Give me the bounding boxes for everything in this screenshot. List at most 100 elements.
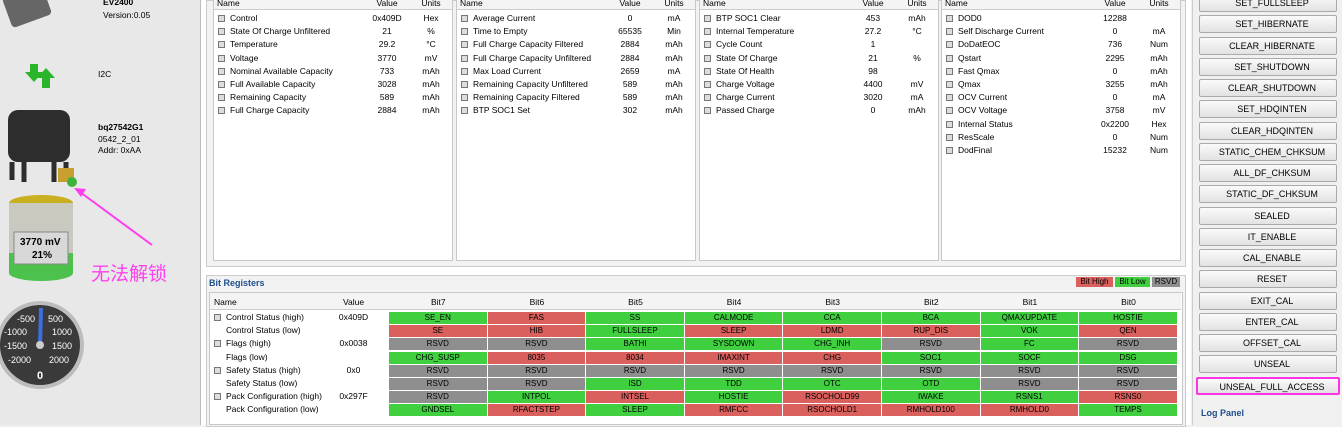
command-button[interactable]: UNSEAL_FULL_ACCESS: [1196, 376, 1340, 395]
command-button[interactable]: SET_SHUTDOWN: [1199, 57, 1337, 76]
bit-cell: CHG: [783, 351, 881, 364]
command-button[interactable]: CLEAR_HDQINTEN: [1199, 121, 1337, 140]
command-button[interactable]: CAL_ENABLE: [1199, 249, 1337, 267]
register-value: 0: [627, 13, 633, 23]
command-button[interactable]: SET_HDQINTEN: [1199, 100, 1337, 119]
register-name: OCV Voltage: [958, 105, 1008, 116]
command-button[interactable]: IT_ENABLE: [1199, 227, 1337, 246]
command-button[interactable]: OFFSET_CAL: [1199, 334, 1337, 352]
command-button[interactable]: STATIC_DF_CHKSUM: [1199, 185, 1337, 204]
bit-cell: SYSDOWN: [684, 338, 783, 351]
register-value: 0: [1112, 131, 1118, 142]
row-icon: [946, 28, 953, 36]
arrow-head: [74, 188, 86, 197]
register-name: BTP SOC1 Set: [473, 105, 531, 116]
register-value: 589: [622, 79, 638, 89]
column-header: Name: [945, 0, 968, 8]
column-header: Value: [619, 0, 641, 8]
bit-cell: 8034: [586, 351, 684, 364]
register-value: %: [913, 52, 921, 63]
bit-cell: RSVD: [389, 391, 487, 404]
column-header: Units: [664, 0, 684, 8]
sidebar-label: 3770 mV: [20, 237, 61, 248]
register-name: Charge Voltage: [716, 79, 775, 89]
command-button[interactable]: SET_HIBERNATE: [1199, 15, 1337, 34]
bit-cell: FC: [980, 338, 1079, 351]
register-value: 0x0: [346, 364, 361, 375]
bit-cell: RSVD: [1079, 338, 1177, 351]
register-value: mA: [1152, 26, 1166, 37]
bit-cell: IWAKE: [882, 391, 980, 404]
register-value: 0: [1112, 92, 1118, 103]
bit-cell: QMAXUPDATE: [980, 312, 1079, 324]
bit-cell: IMAXINT: [684, 351, 783, 364]
register-value: Num: [1150, 145, 1168, 155]
bit-cell: RSVD: [1079, 378, 1177, 390]
sidebar-label: EV2400: [103, 0, 134, 7]
gauge-label: 0: [37, 370, 44, 382]
column-header: Bit3: [825, 297, 841, 307]
register-value: %: [427, 26, 435, 37]
bit-cell: CHG_INH: [783, 338, 881, 351]
command-button[interactable]: RESET: [1199, 270, 1337, 289]
register-value: mA: [910, 92, 924, 103]
register-name: Flags (low): [226, 351, 268, 362]
bit-cell: RSVD: [389, 378, 487, 390]
register-table: [941, 0, 1181, 261]
command-button[interactable]: SET_FULLSLEEP: [1199, 0, 1337, 12]
sidebar-label: bq27542G1: [98, 122, 144, 132]
bit-cell: ISD: [586, 378, 684, 390]
register-value: 3255: [1105, 79, 1125, 89]
row-icon: [461, 94, 468, 102]
register-value: °C: [426, 39, 436, 50]
sidebar-label: 无法解锁: [91, 264, 168, 285]
gauge-label: 500: [48, 314, 64, 324]
bit-cell: VOK: [980, 325, 1079, 338]
table-header: [210, 293, 1181, 310]
register-name: Control Status (high): [226, 312, 304, 322]
bit-cell: OTD: [882, 378, 980, 390]
register-value: 0x0038: [339, 338, 368, 349]
register-value: mAh: [665, 79, 683, 89]
row-icon: [946, 94, 953, 102]
register-name: Voltage: [230, 52, 259, 63]
register-name: Qmax: [958, 79, 981, 89]
gauge-label: -1000: [4, 327, 28, 337]
register-name: Full Charge Capacity Filtered: [473, 39, 584, 50]
register-name: Nominal Available Capacity: [230, 65, 333, 76]
register-value: 733: [379, 65, 395, 76]
row-icon: [218, 15, 225, 22]
command-button[interactable]: SEALED: [1199, 206, 1337, 225]
register-value: Num: [1150, 39, 1168, 50]
command-button[interactable]: STATIC_CHEM_CHKSUM: [1199, 142, 1337, 161]
register-value: mAh: [422, 105, 440, 116]
register-name: Fast Qmax: [958, 65, 1000, 76]
register-name: Internal Status: [958, 118, 1013, 129]
column-header: Value: [342, 297, 365, 307]
register-name: Remaining Capacity: [230, 92, 307, 103]
register-value: 0: [1112, 26, 1118, 37]
gauge-label: 2000: [49, 355, 70, 365]
sidebar-icons: [0, 0, 153, 389]
register-table: [213, 0, 453, 261]
column-header: Bit5: [628, 297, 643, 307]
bit-cell: RSVD: [1079, 364, 1177, 377]
command-button[interactable]: EXIT_CAL: [1199, 291, 1337, 310]
column-header: Bit6: [529, 297, 545, 307]
command-button[interactable]: ENTER_CAL: [1199, 312, 1337, 331]
bit-cell: SOCF: [980, 351, 1079, 364]
command-button[interactable]: CLEAR_HIBERNATE: [1199, 36, 1337, 55]
legend-item: Bit Low: [1115, 277, 1150, 287]
bit-cell: FAS: [487, 312, 586, 324]
command-button[interactable]: CLEAR_SHUTDOWN: [1199, 79, 1337, 97]
row-icon: [946, 15, 953, 22]
table-header: [942, 0, 1180, 10]
register-name: DodFinal: [958, 145, 993, 155]
register-value: 589: [379, 92, 395, 103]
command-button[interactable]: UNSEAL: [1199, 355, 1337, 374]
command-button[interactable]: ALL_DF_CHKSUM: [1199, 164, 1337, 182]
register-value: 65535: [618, 26, 642, 37]
bit-cell: TDD: [684, 378, 783, 390]
gauge: [0, 301, 84, 389]
register-value: mA: [1152, 92, 1166, 103]
